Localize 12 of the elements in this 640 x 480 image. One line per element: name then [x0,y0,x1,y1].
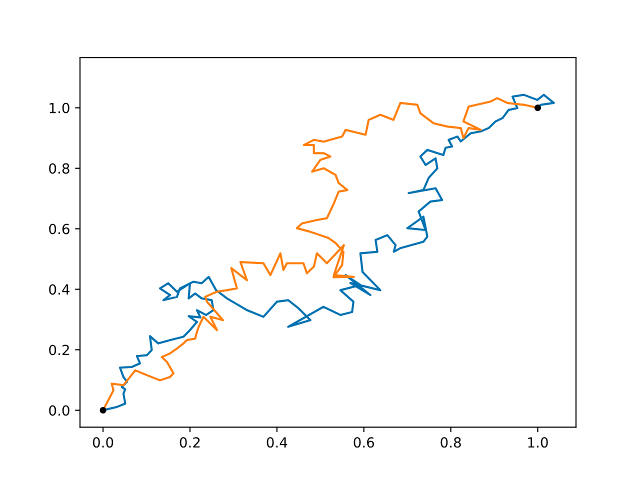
y-tick-label: 0.6 [49,224,70,234]
x-tick-label: 0.0 [92,437,114,448]
y-tick-label: 1.0 [50,102,70,114]
y-tick-label: 0.0 [49,405,70,416]
x-tick-label: 0.8 [440,437,461,448]
y-tick-label: 0.8 [49,163,70,174]
y-tick-label: 0.4 [49,284,70,295]
x-tick-label: 1.0 [528,437,548,448]
x-tick-label: 0.6 [354,437,374,448]
x-tick-label: 0.2 [180,437,200,448]
y-tick-label: 0.2 [49,344,69,356]
x-tick-label: 0.4 [266,437,288,448]
